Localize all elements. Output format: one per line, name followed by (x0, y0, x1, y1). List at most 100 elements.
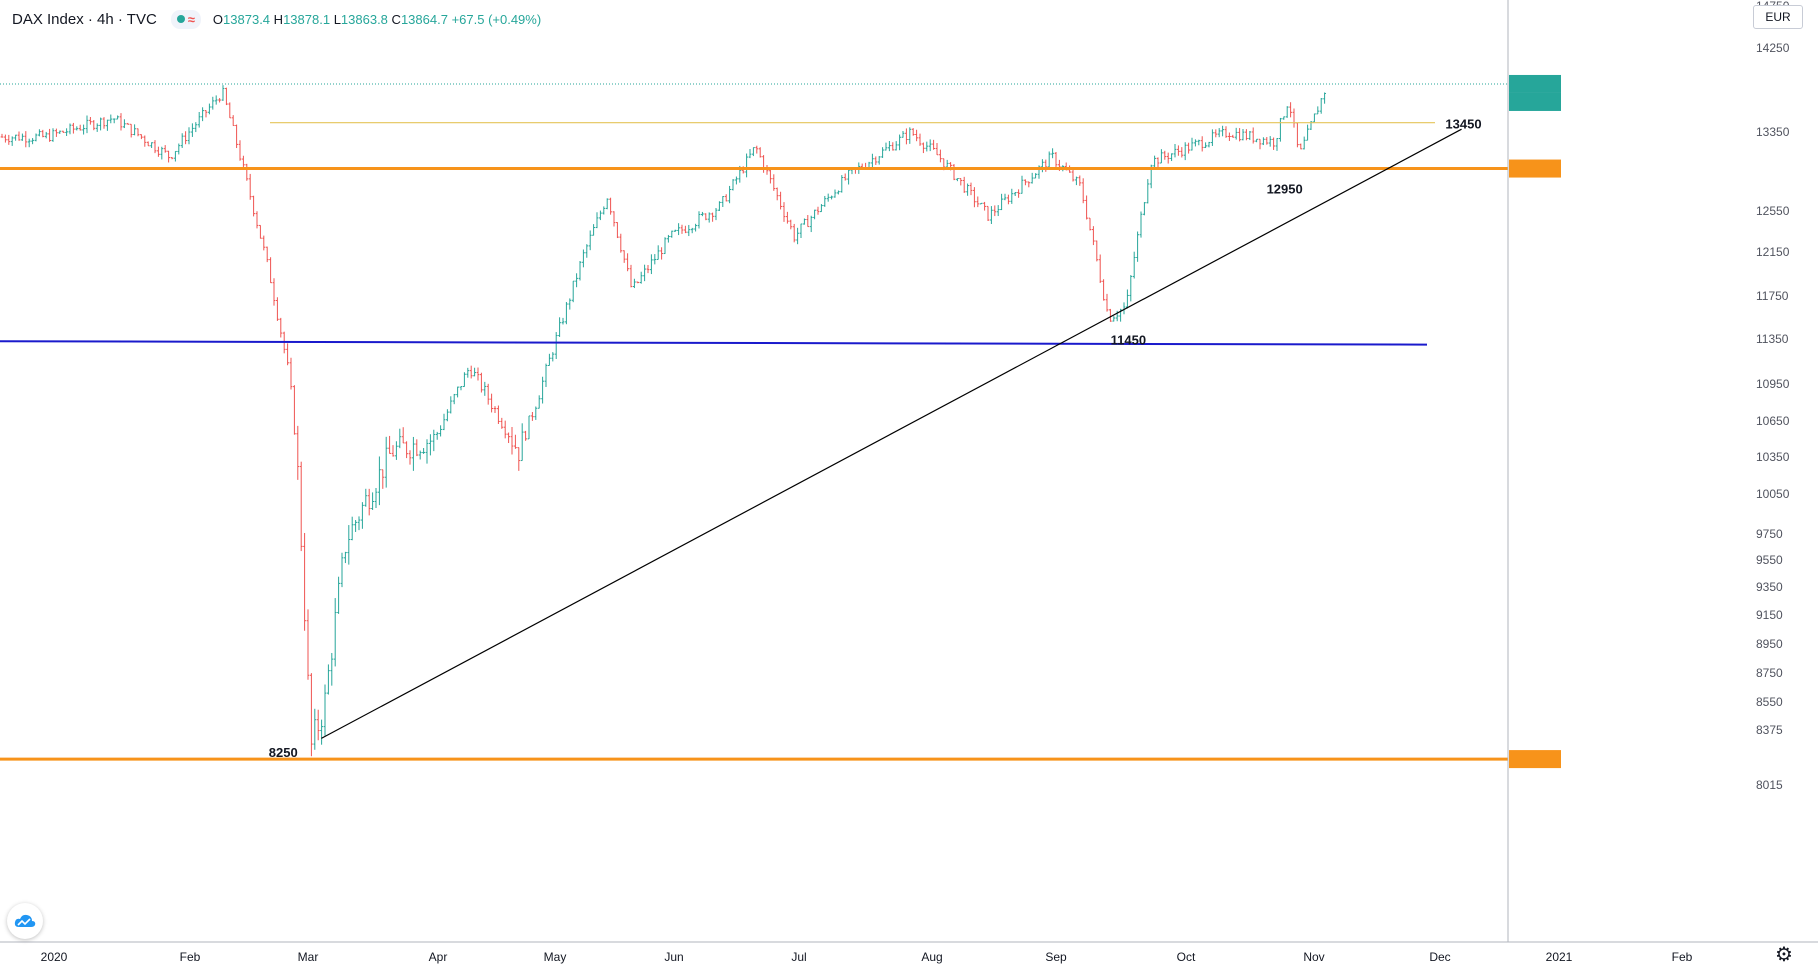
candle (554, 332, 558, 360)
candle (752, 147, 755, 157)
candle (1207, 141, 1211, 148)
x-tick-label: Oct (1177, 950, 1196, 964)
gear-icon[interactable]: ⚙ (1775, 944, 1793, 966)
candle (425, 439, 429, 464)
candle (561, 317, 565, 325)
candle (507, 432, 510, 444)
candle (548, 353, 551, 367)
level-tag-12979-bg (1509, 159, 1561, 178)
candle (350, 516, 354, 541)
candle (578, 261, 582, 281)
y-tick-label: 13350 (1756, 125, 1790, 139)
candle (1078, 175, 1082, 186)
candle (1173, 144, 1177, 158)
candle (449, 396, 453, 414)
candle (174, 150, 177, 162)
low-label: L (333, 11, 341, 27)
currency-button[interactable]: EUR (1753, 5, 1803, 29)
candle (231, 115, 235, 127)
candle (1054, 151, 1058, 168)
candle (660, 247, 663, 260)
countdown-bg (1509, 92, 1561, 111)
candle (378, 456, 381, 506)
symbol-title[interactable]: DAX Index · 4h · TVC (12, 10, 157, 28)
candle (218, 98, 221, 103)
x-tick-label: 2021 (1546, 950, 1573, 964)
candle (544, 363, 548, 388)
candle (1272, 137, 1275, 150)
candle (452, 393, 456, 405)
high-label: H (273, 11, 284, 27)
status-pill[interactable]: ≈ (170, 9, 201, 29)
candle (520, 423, 524, 462)
y-tick-label: 11750 (1756, 289, 1789, 303)
candle (245, 163, 249, 181)
candle (490, 393, 493, 413)
candle (585, 244, 589, 258)
candle (969, 182, 973, 196)
last-price-tag: 13864.7 (1757, 77, 1801, 91)
candle (687, 224, 691, 237)
candle (0, 133, 4, 138)
candle (333, 598, 337, 667)
level-tag-8184: 8184.6 (1757, 752, 1794, 766)
candle (129, 123, 133, 138)
candle (646, 265, 650, 274)
candle (704, 213, 708, 221)
candle (327, 664, 330, 695)
low-value: 13863.8 (340, 11, 388, 27)
candle (517, 447, 521, 471)
candle (922, 142, 925, 154)
candle (466, 367, 470, 378)
candle (1085, 195, 1088, 220)
x-tick-label: Feb (1672, 950, 1693, 964)
candle (966, 183, 969, 196)
candle (656, 245, 660, 260)
candle (503, 420, 507, 439)
candle (289, 357, 293, 390)
y-tick-label: 8950 (1756, 637, 1783, 651)
candle (1105, 293, 1109, 312)
y-tick-label: 9150 (1756, 608, 1783, 622)
level-tag-8184-bg (1509, 750, 1561, 769)
candle (61, 130, 65, 133)
candle (881, 147, 884, 158)
candle (847, 167, 850, 185)
candle (442, 413, 446, 431)
candle (826, 193, 830, 202)
candle (204, 110, 208, 118)
y-tick-label: 10950 (1756, 377, 1790, 391)
candle (1319, 98, 1323, 114)
level-tag-12979: 12979.8 (1757, 162, 1801, 176)
candle (89, 117, 92, 125)
last-price-tag-bg (1509, 74, 1561, 93)
candle (1255, 138, 1258, 143)
candle (616, 222, 619, 239)
candle (595, 212, 599, 229)
candle (690, 227, 694, 234)
candle (979, 202, 983, 205)
candle (973, 187, 976, 208)
candle (1194, 139, 1197, 147)
candle (55, 128, 58, 137)
candle (228, 102, 232, 119)
close-value: 13864.7 (400, 11, 448, 27)
candle (1146, 179, 1150, 204)
candle (167, 150, 170, 163)
candle (187, 127, 191, 145)
candle (408, 450, 412, 465)
candle (1027, 181, 1031, 188)
candle (150, 142, 153, 149)
candle (786, 211, 789, 224)
cloud-logo-icon[interactable] (7, 903, 43, 939)
candle (1200, 136, 1204, 152)
candle (837, 190, 840, 195)
candle (551, 352, 555, 362)
candle (296, 425, 300, 480)
candle (1234, 127, 1238, 140)
candle (571, 280, 575, 303)
candle (816, 206, 820, 215)
candle (1010, 188, 1014, 204)
market-status-icon (176, 15, 185, 23)
